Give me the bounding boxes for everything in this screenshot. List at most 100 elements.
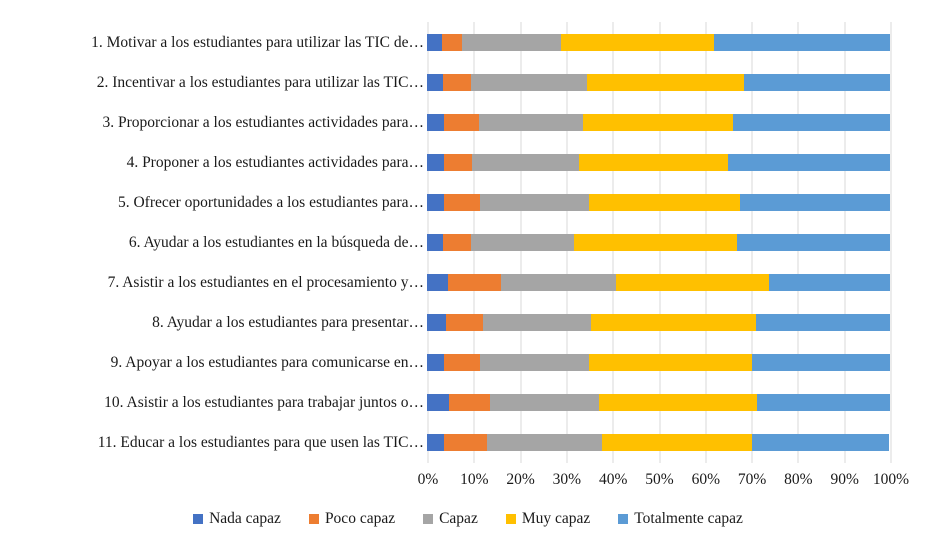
bar-segment-capaz <box>471 153 580 171</box>
bar-segment-totalmente-capaz <box>733 113 890 131</box>
bar-segment-nada-capaz <box>427 434 445 452</box>
legend-item: Poco capaz <box>308 510 395 528</box>
bar-segment-capaz <box>461 33 562 51</box>
bar-segment-totalmente-capaz <box>739 193 890 211</box>
category-label: 6. Ayudar a los estudiantes en la búsque… <box>128 233 424 251</box>
bar-segment-totalmente-capaz <box>755 314 890 332</box>
stacked-bar <box>427 113 890 131</box>
category-label: 1. Motivar a los estudiantes para utiliz… <box>91 33 424 51</box>
bar-segment-nada-capaz <box>427 33 443 51</box>
legend-item: Capaz <box>423 510 478 528</box>
stacked-bar <box>427 73 890 91</box>
category-row: 10. Asistir a los estudiantes para traba… <box>0 383 891 423</box>
category-label: 11. Educar a los estudiantes para que us… <box>97 434 424 452</box>
legend-swatch-icon <box>505 514 516 524</box>
bar-segment-nada-capaz <box>427 234 443 252</box>
bar-segment-poco-capaz <box>443 193 480 211</box>
bar-segment-poco-capaz <box>442 33 462 51</box>
category-label: 10. Asistir a los estudiantes para traba… <box>104 394 424 412</box>
x-axis-tick-label: 60% <box>691 471 721 488</box>
x-axis-tick-label: 30% <box>552 471 582 488</box>
category-rows: 1. Motivar a los estudiantes para utiliz… <box>0 22 891 463</box>
category-label: 3. Proporcionar a los estudiantes activi… <box>102 113 424 131</box>
x-axis-tick-label: 70% <box>737 471 767 488</box>
bar-segment-nada-capaz <box>427 274 448 292</box>
category-row: 5. Ofrecer oportunidades a los estudiant… <box>0 182 891 222</box>
x-axis-tick-label: 50% <box>645 471 674 488</box>
bar-segment-totalmente-capaz <box>756 394 890 412</box>
x-axis-tick-label: 40% <box>598 471 628 488</box>
bar-segment-muy-capaz <box>598 394 757 412</box>
category-label: 9. Apoyar a los estudiantes para comunic… <box>110 354 424 372</box>
category-row: 1. Motivar a los estudiantes para utiliz… <box>0 22 891 62</box>
gridline <box>890 22 892 463</box>
legend-swatch-icon <box>193 514 204 524</box>
bar-segment-poco-capaz <box>444 354 480 372</box>
category-row: 8. Ayudar a los estudiantes para present… <box>0 303 891 343</box>
category-row: 9. Apoyar a los estudiantes para comunic… <box>0 343 891 383</box>
bar-segment-capaz <box>470 234 575 252</box>
stacked-bar <box>427 314 890 332</box>
stacked-bar <box>427 193 890 211</box>
category-label: 5. Ofrecer oportunidades a los estudiant… <box>117 193 424 211</box>
bar-segment-totalmente-capaz <box>728 153 890 171</box>
bar-segment-nada-capaz <box>427 153 444 171</box>
bar-segment-muy-capaz <box>588 193 740 211</box>
bar-segment-muy-capaz <box>574 234 737 252</box>
bar-segment-muy-capaz <box>583 113 734 131</box>
bar-segment-poco-capaz <box>448 394 491 412</box>
bar-segment-totalmente-capaz <box>714 33 890 51</box>
bar-segment-totalmente-capaz <box>769 274 890 292</box>
bar-segment-poco-capaz <box>442 73 471 91</box>
bar-segment-nada-capaz <box>427 73 443 91</box>
bar-segment-muy-capaz <box>586 73 745 91</box>
chart-legend: Nada capaz Poco capaz Capaz Muy capaz Totalm… <box>0 510 936 528</box>
legend-label: Totalmente capaz <box>634 510 743 527</box>
x-axis-tick-label: 80% <box>784 471 813 488</box>
legend-label: Nada capaz <box>209 510 281 527</box>
bar-segment-totalmente-capaz <box>744 73 890 91</box>
x-axis-tick-label: 90% <box>830 471 859 488</box>
bar-segment-capaz <box>483 314 592 332</box>
bar-segment-totalmente-capaz <box>736 234 890 252</box>
category-row: 6. Ayudar a los estudiantes en la búsque… <box>0 222 891 262</box>
bar-segment-muy-capaz <box>561 33 715 51</box>
bar-segment-poco-capaz <box>445 314 484 332</box>
category-row: 11. Educar a los estudiantes para que us… <box>0 423 891 463</box>
category-row: 2. Incentivar a los estudiantes para uti… <box>0 62 891 102</box>
bar-segment-muy-capaz <box>591 314 756 332</box>
bar-segment-muy-capaz <box>602 434 752 452</box>
legend-item: Muy capaz <box>505 510 591 528</box>
bar-segment-nada-capaz <box>427 394 449 412</box>
stacked-bar <box>427 354 890 372</box>
bar-segment-muy-capaz <box>579 153 729 171</box>
category-row: 7. Asistir a los estudiantes en el proce… <box>0 263 891 303</box>
x-axis-tick-label: 20% <box>506 471 535 488</box>
legend-swatch-icon <box>618 514 629 524</box>
bar-segment-capaz <box>470 73 587 91</box>
category-label: 8. Ayudar a los estudiantes para present… <box>152 314 424 332</box>
legend-label: Muy capaz <box>521 510 591 527</box>
x-axis-tick-label: 0% <box>417 471 439 488</box>
category-row: 3. Proporcionar a los estudiantes activi… <box>0 102 891 142</box>
bar-segment-totalmente-capaz <box>751 354 890 372</box>
bar-segment-poco-capaz <box>444 434 487 452</box>
bar-segment-nada-capaz <box>427 113 444 131</box>
legend-swatch-icon <box>308 514 319 524</box>
bar-segment-poco-capaz <box>447 274 502 292</box>
legend-label: Capaz <box>439 510 478 527</box>
category-label: 7. Asistir a los estudiantes en el proce… <box>107 274 424 292</box>
bar-segment-muy-capaz <box>589 354 752 372</box>
bar-segment-totalmente-capaz <box>751 434 889 452</box>
bar-segment-capaz <box>479 193 589 211</box>
category-label: 4. Proponer a los estudiantes actividade… <box>126 153 424 171</box>
x-axis: 0% 10% 20% 30% 40% 50% 60% 70% 80% 90% 100% <box>418 471 909 491</box>
bar-segment-capaz <box>486 434 602 452</box>
bar-segment-poco-capaz <box>443 113 480 131</box>
x-axis-tick-label: 100% <box>872 471 910 488</box>
bar-segment-capaz <box>479 113 583 131</box>
bar-segment-nada-capaz <box>427 314 446 332</box>
x-axis-tick-label: 10% <box>460 471 489 488</box>
category-row: 4. Proponer a los estudiantes actividade… <box>0 142 891 182</box>
